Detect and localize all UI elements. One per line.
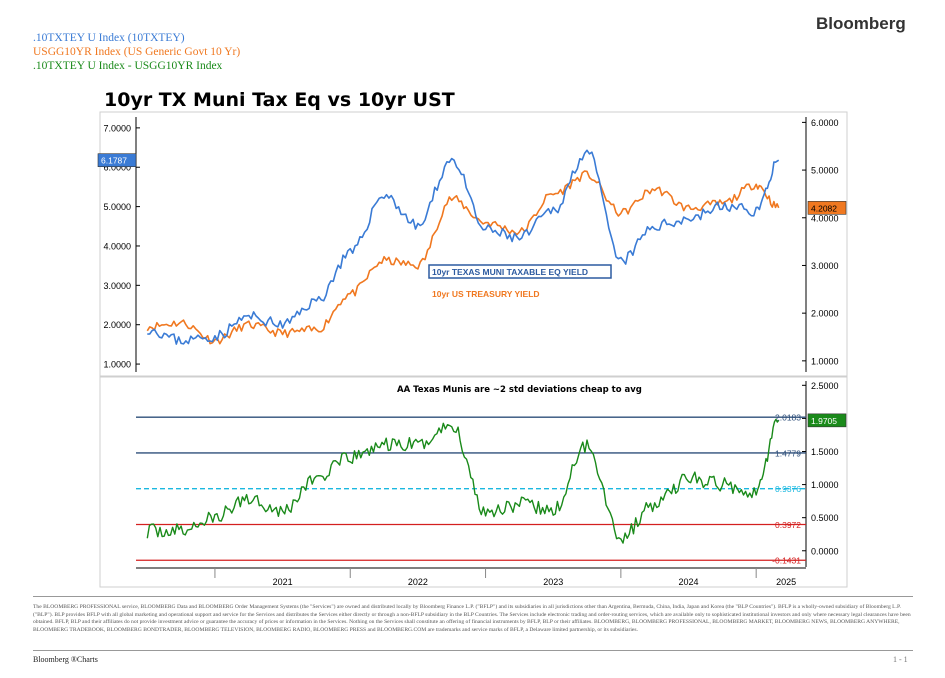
bottom-panel-frame [99, 376, 848, 588]
reference-line-label: 2.0183 [775, 413, 801, 423]
spread-last-value-badge-box [807, 413, 847, 428]
spread-axis-tick-label: 0.0000 [811, 546, 839, 556]
left-axis-tick-label: 2.0000 [103, 320, 131, 330]
spread-axis-tick-label: 1.5000 [811, 447, 839, 457]
left-axis-tick-label: 1.0000 [103, 360, 131, 370]
footer-divider [33, 596, 913, 597]
left-axis-tick-label: 4.0000 [103, 241, 131, 251]
left-axis-tick-label: 3.0000 [103, 281, 131, 291]
legend: .10TXTEY U Index (10TXTEY) USGG10YR Inde… [33, 31, 240, 73]
muni-last-value-badge: 6.1787 [101, 156, 127, 166]
left-axis-tick-label: 7.0000 [103, 123, 131, 133]
reference-line-label: -0.1431 [772, 556, 801, 566]
chart-title: 10yr TX Muni Tax Eq vs 10yr UST [104, 89, 455, 111]
left-axis-tick-label: 5.0000 [103, 202, 131, 212]
footer-brand: Bloomberg ®Charts [33, 655, 98, 664]
bottom-panel-title: AA Texas Munis are ~2 std deviations che… [397, 385, 642, 395]
spread-axis-tick-label: 0.5000 [811, 513, 839, 523]
ust-last-value-badge: 4.2082 [811, 203, 837, 213]
right-axis-tick-label: 2.0000 [811, 309, 839, 319]
legend-item-spread: .10TXTEY U Index - USGG10YR Index [33, 60, 223, 72]
spread-last-value-badge: 1.9705 [811, 416, 837, 426]
chart-svg: 1.0000 2.0000 3.0000 4.0000 5.0000 6.0000 7.00… [97, 111, 848, 588]
year-tick-label: 2021 [273, 577, 293, 587]
year-tick-label: 2024 [679, 577, 699, 587]
top-panel-frame [99, 111, 848, 377]
year-tick-label: 2022 [408, 577, 428, 587]
right-axis-tick-label: 6.0000 [811, 118, 839, 128]
disclaimer-text: The BLOOMBERG PROFESSIONAL service, BLOO… [33, 604, 911, 633]
year-tick-label: 2025 [776, 577, 796, 587]
legend-item-10txtey: .10TXTEY U Index (10TXTEY) [33, 32, 185, 44]
reference-line-label: 1.4779 [775, 448, 801, 458]
muni-annotation-box [428, 264, 612, 279]
left-axis-tick-label: 6.0000 [103, 163, 131, 173]
year-tick-label: 2023 [543, 577, 563, 587]
right-axis-tick-label: 1.0000 [811, 356, 839, 366]
bloomberg-logo: Bloomberg [816, 14, 906, 33]
muni-yield-line [147, 149, 780, 345]
footer-divider-bottom [33, 650, 913, 651]
right-axis-tick-label: 5.0000 [811, 166, 839, 176]
ust-annotation: 10yr US TREASURY YIELD [432, 289, 540, 299]
muni-last-value-badge-box [97, 153, 137, 168]
right-axis-tick-label: 3.0000 [811, 261, 839, 271]
legend-item-usgg10yr: USGG10YR Index (US Generic Govt 10 Yr) [33, 46, 241, 58]
right-axis-tick-label: 4.0000 [811, 213, 839, 223]
reference-line-label: 0.3972 [775, 520, 801, 530]
muni-annotation: 10yr TEXAS MUNI TAXABLE EQ YIELD [432, 267, 588, 277]
page-number: 1 - 1 [893, 655, 908, 664]
ust-last-value-badge-box [807, 201, 847, 215]
spread-axis-tick-label: 1.0000 [811, 480, 839, 490]
reference-line-label: 0.9376 [775, 484, 801, 494]
spread-axis-tick-label: 2.5000 [811, 381, 839, 391]
ust-yield-line [146, 170, 780, 345]
spread-line [146, 418, 780, 544]
